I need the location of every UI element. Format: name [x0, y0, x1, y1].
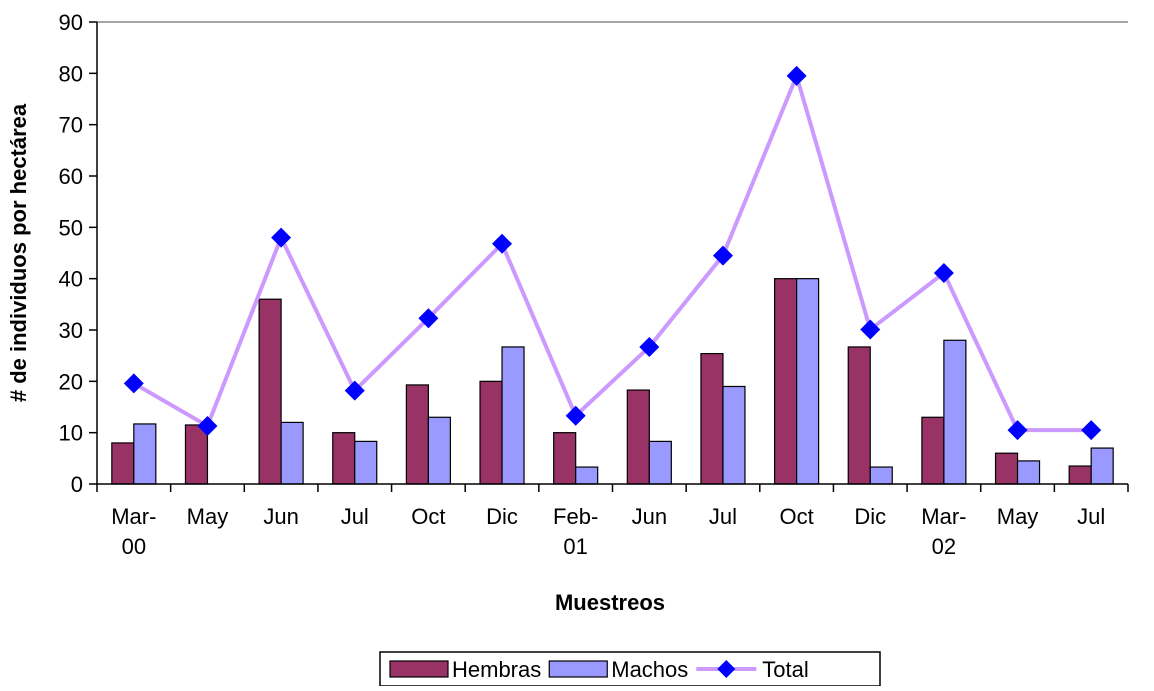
- bar: [184, 424, 209, 485]
- bar: [354, 440, 378, 485]
- x-tick-label: Jul: [341, 504, 369, 529]
- y-tick-label: 60: [59, 164, 83, 189]
- legend-box: [379, 651, 881, 687]
- y-tick-label: 50: [59, 215, 83, 240]
- bar: [1016, 460, 1041, 485]
- bar: [700, 353, 724, 485]
- y-tick-label: 80: [59, 61, 83, 86]
- y-tick-label: 20: [59, 369, 83, 394]
- bar: [648, 440, 672, 485]
- legend-label: Machos: [611, 657, 688, 682]
- y-tick-label: 90: [59, 10, 83, 35]
- x-tick-label: May: [187, 504, 229, 529]
- bar: [575, 466, 599, 485]
- x-tick-label: Oct: [411, 504, 445, 529]
- x-tick-label: Jun: [632, 504, 667, 529]
- bar: [111, 442, 135, 485]
- marker: [123, 373, 144, 394]
- y-tick-label: 30: [59, 318, 83, 343]
- marker: [639, 336, 660, 357]
- legend-label: Total: [762, 657, 808, 682]
- marker: [344, 380, 365, 401]
- bar: [501, 346, 525, 485]
- y-tick-label: 0: [71, 472, 83, 497]
- marker: [1007, 420, 1028, 441]
- bar: [774, 278, 798, 485]
- x-axis-label: Muestreos: [555, 590, 665, 615]
- marker: [492, 233, 513, 254]
- bar: [921, 416, 945, 485]
- marker: [786, 65, 807, 86]
- bar: [796, 278, 820, 485]
- x-tick-label: Mar- 00: [111, 504, 156, 559]
- x-tick-label-line: 02: [932, 534, 956, 559]
- bar: [405, 384, 429, 485]
- x-tick-label-line: Mar-: [921, 504, 966, 529]
- y-axis-label: # de individuos por hectárea: [6, 103, 31, 402]
- marker: [197, 415, 218, 436]
- marker: [1081, 420, 1102, 441]
- legend-marker: [717, 660, 736, 678]
- y-tick-label: 70: [59, 113, 83, 138]
- bar: [847, 346, 871, 485]
- marker: [565, 405, 586, 426]
- bar: [280, 421, 304, 485]
- x-tick-label: Feb- 01: [553, 504, 598, 559]
- bar: [722, 385, 746, 485]
- x-tick-label: Jun: [263, 504, 298, 529]
- bar: [943, 339, 967, 485]
- marker: [860, 319, 881, 340]
- bar: [133, 423, 157, 485]
- bar: [1090, 447, 1114, 485]
- y-tick-label: 40: [59, 267, 83, 292]
- x-tick-label: Dic: [486, 504, 518, 529]
- marker: [418, 308, 439, 329]
- legend-swatch: [548, 660, 608, 678]
- bar: [258, 298, 282, 485]
- x-tick-label: Dic: [854, 504, 886, 529]
- x-tick-label-line: 00: [122, 534, 146, 559]
- marker: [712, 245, 733, 266]
- x-tick-label: May: [997, 504, 1039, 529]
- legend-label: Hembras: [452, 657, 541, 682]
- y-tick-label: 10: [59, 421, 83, 446]
- x-tick-label: Oct: [779, 504, 813, 529]
- bar: [626, 389, 650, 485]
- x-tick-label-line: Feb-: [553, 504, 598, 529]
- line: [132, 69, 1092, 433]
- bar: [427, 416, 451, 485]
- legend-swatch: [389, 660, 449, 678]
- marker: [933, 263, 954, 284]
- x-tick-label: Jul: [709, 504, 737, 529]
- bar: [994, 452, 1019, 485]
- x-tick-label: Jul: [1077, 504, 1105, 529]
- bar: [1068, 465, 1092, 485]
- bar: [332, 432, 356, 485]
- x-tick-label-line: 01: [563, 534, 587, 559]
- bar: [869, 466, 893, 485]
- x-tick-label-line: Mar-: [111, 504, 156, 529]
- bar: [553, 432, 577, 485]
- x-tick-label: Mar- 02: [921, 504, 966, 559]
- bar: [479, 380, 503, 485]
- marker: [271, 227, 292, 248]
